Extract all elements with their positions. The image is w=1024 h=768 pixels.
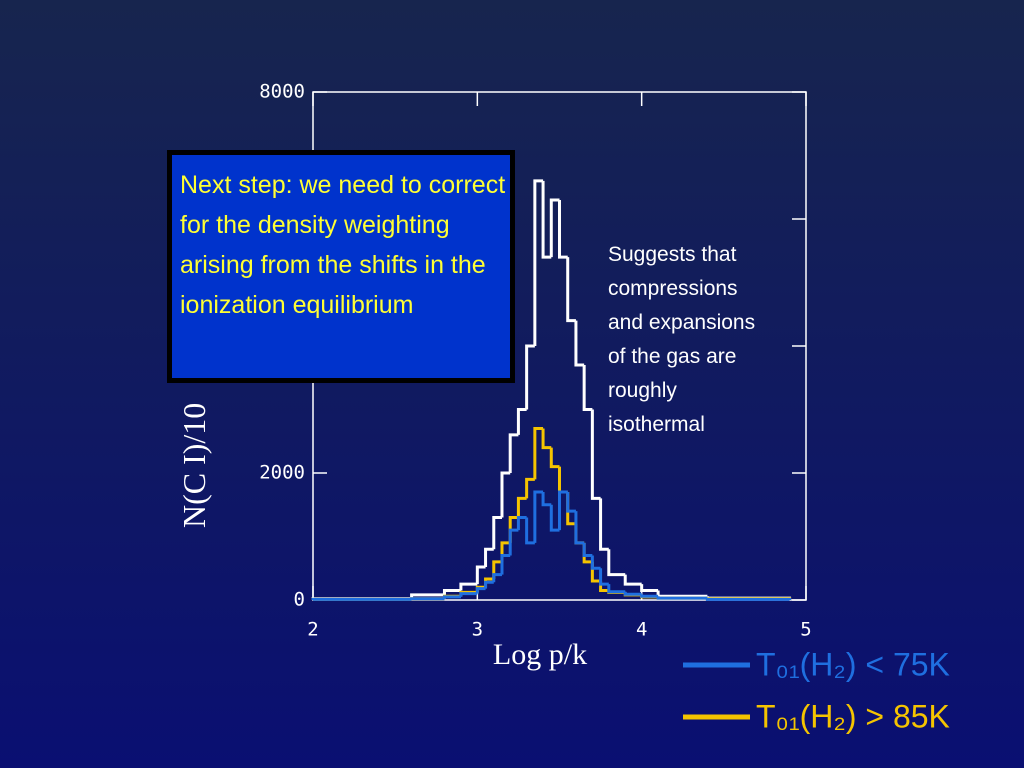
legend-label: T₀₁(H₂) > 85K [756, 698, 950, 734]
histogram-step [607, 584, 626, 594]
histogram-step [582, 365, 593, 411]
histogram-step [459, 582, 478, 591]
histogram-step [525, 344, 535, 410]
histogram-step [558, 466, 568, 494]
histogram-step [582, 542, 593, 558]
histogram-step [500, 471, 511, 518]
histogram-step [607, 549, 626, 577]
x-axis-label: Log p/k [493, 638, 587, 671]
y-tick-label: 8000 [259, 81, 305, 103]
histogram-step [558, 490, 568, 531]
histogram-step [516, 515, 527, 531]
histogram-step [599, 498, 609, 551]
histogram-step [623, 591, 642, 596]
histogram-step [574, 511, 585, 545]
histogram-step [475, 565, 486, 585]
histogram-step [541, 180, 552, 259]
callout-box: Next step: we need to correct for the de… [167, 150, 515, 383]
histogram-step [533, 179, 544, 346]
histogram-step [656, 596, 708, 600]
y-axis-label: N(C I)/10 [176, 403, 212, 528]
histogram-step [500, 554, 511, 575]
histogram-step [541, 428, 552, 450]
histogram-step [623, 574, 642, 586]
histogram-step [492, 515, 502, 550]
histogram-step [566, 257, 576, 323]
histogram-step [508, 528, 519, 556]
histogram-step [459, 592, 478, 597]
histogram-step [549, 504, 560, 532]
y-tick-label: 0 [294, 589, 305, 611]
histogram-step [533, 490, 544, 543]
histogram-step [549, 447, 560, 469]
histogram-step [311, 597, 412, 601]
x-tick-label: 2 [307, 619, 318, 641]
legend-label: T₀₁(H₂) < 75K [756, 646, 950, 682]
histogram-step [705, 597, 792, 601]
histogram-step [516, 408, 527, 435]
y-tick-label: 2000 [259, 462, 305, 484]
histogram-step [442, 595, 461, 599]
histogram-step [410, 597, 445, 601]
x-tick-label: 5 [800, 619, 811, 641]
histogram-step [558, 199, 568, 259]
histogram-step [640, 594, 659, 598]
histogram-step [566, 492, 576, 513]
histogram-step [484, 547, 494, 567]
histogram-step [525, 477, 535, 499]
histogram-step [516, 496, 527, 518]
histogram-step [541, 492, 552, 507]
histogram-step [574, 320, 585, 367]
histogram-step [590, 555, 601, 570]
histogram-step [492, 573, 502, 583]
histogram-step [590, 409, 601, 500]
histogram-step [508, 433, 519, 473]
histogram-step [525, 517, 535, 545]
histogram-step [599, 568, 609, 586]
histogram-step [533, 427, 544, 480]
histogram-step [442, 588, 461, 595]
x-tick-label: 4 [636, 619, 647, 641]
annotation: Suggests that compressions and expansion… [608, 243, 756, 436]
histogram-step [484, 580, 494, 589]
histogram-step [549, 198, 560, 258]
histogram-step [475, 587, 486, 594]
histogram-step [656, 590, 708, 598]
histogram-step [640, 584, 659, 592]
x-tick-label: 3 [472, 619, 483, 641]
